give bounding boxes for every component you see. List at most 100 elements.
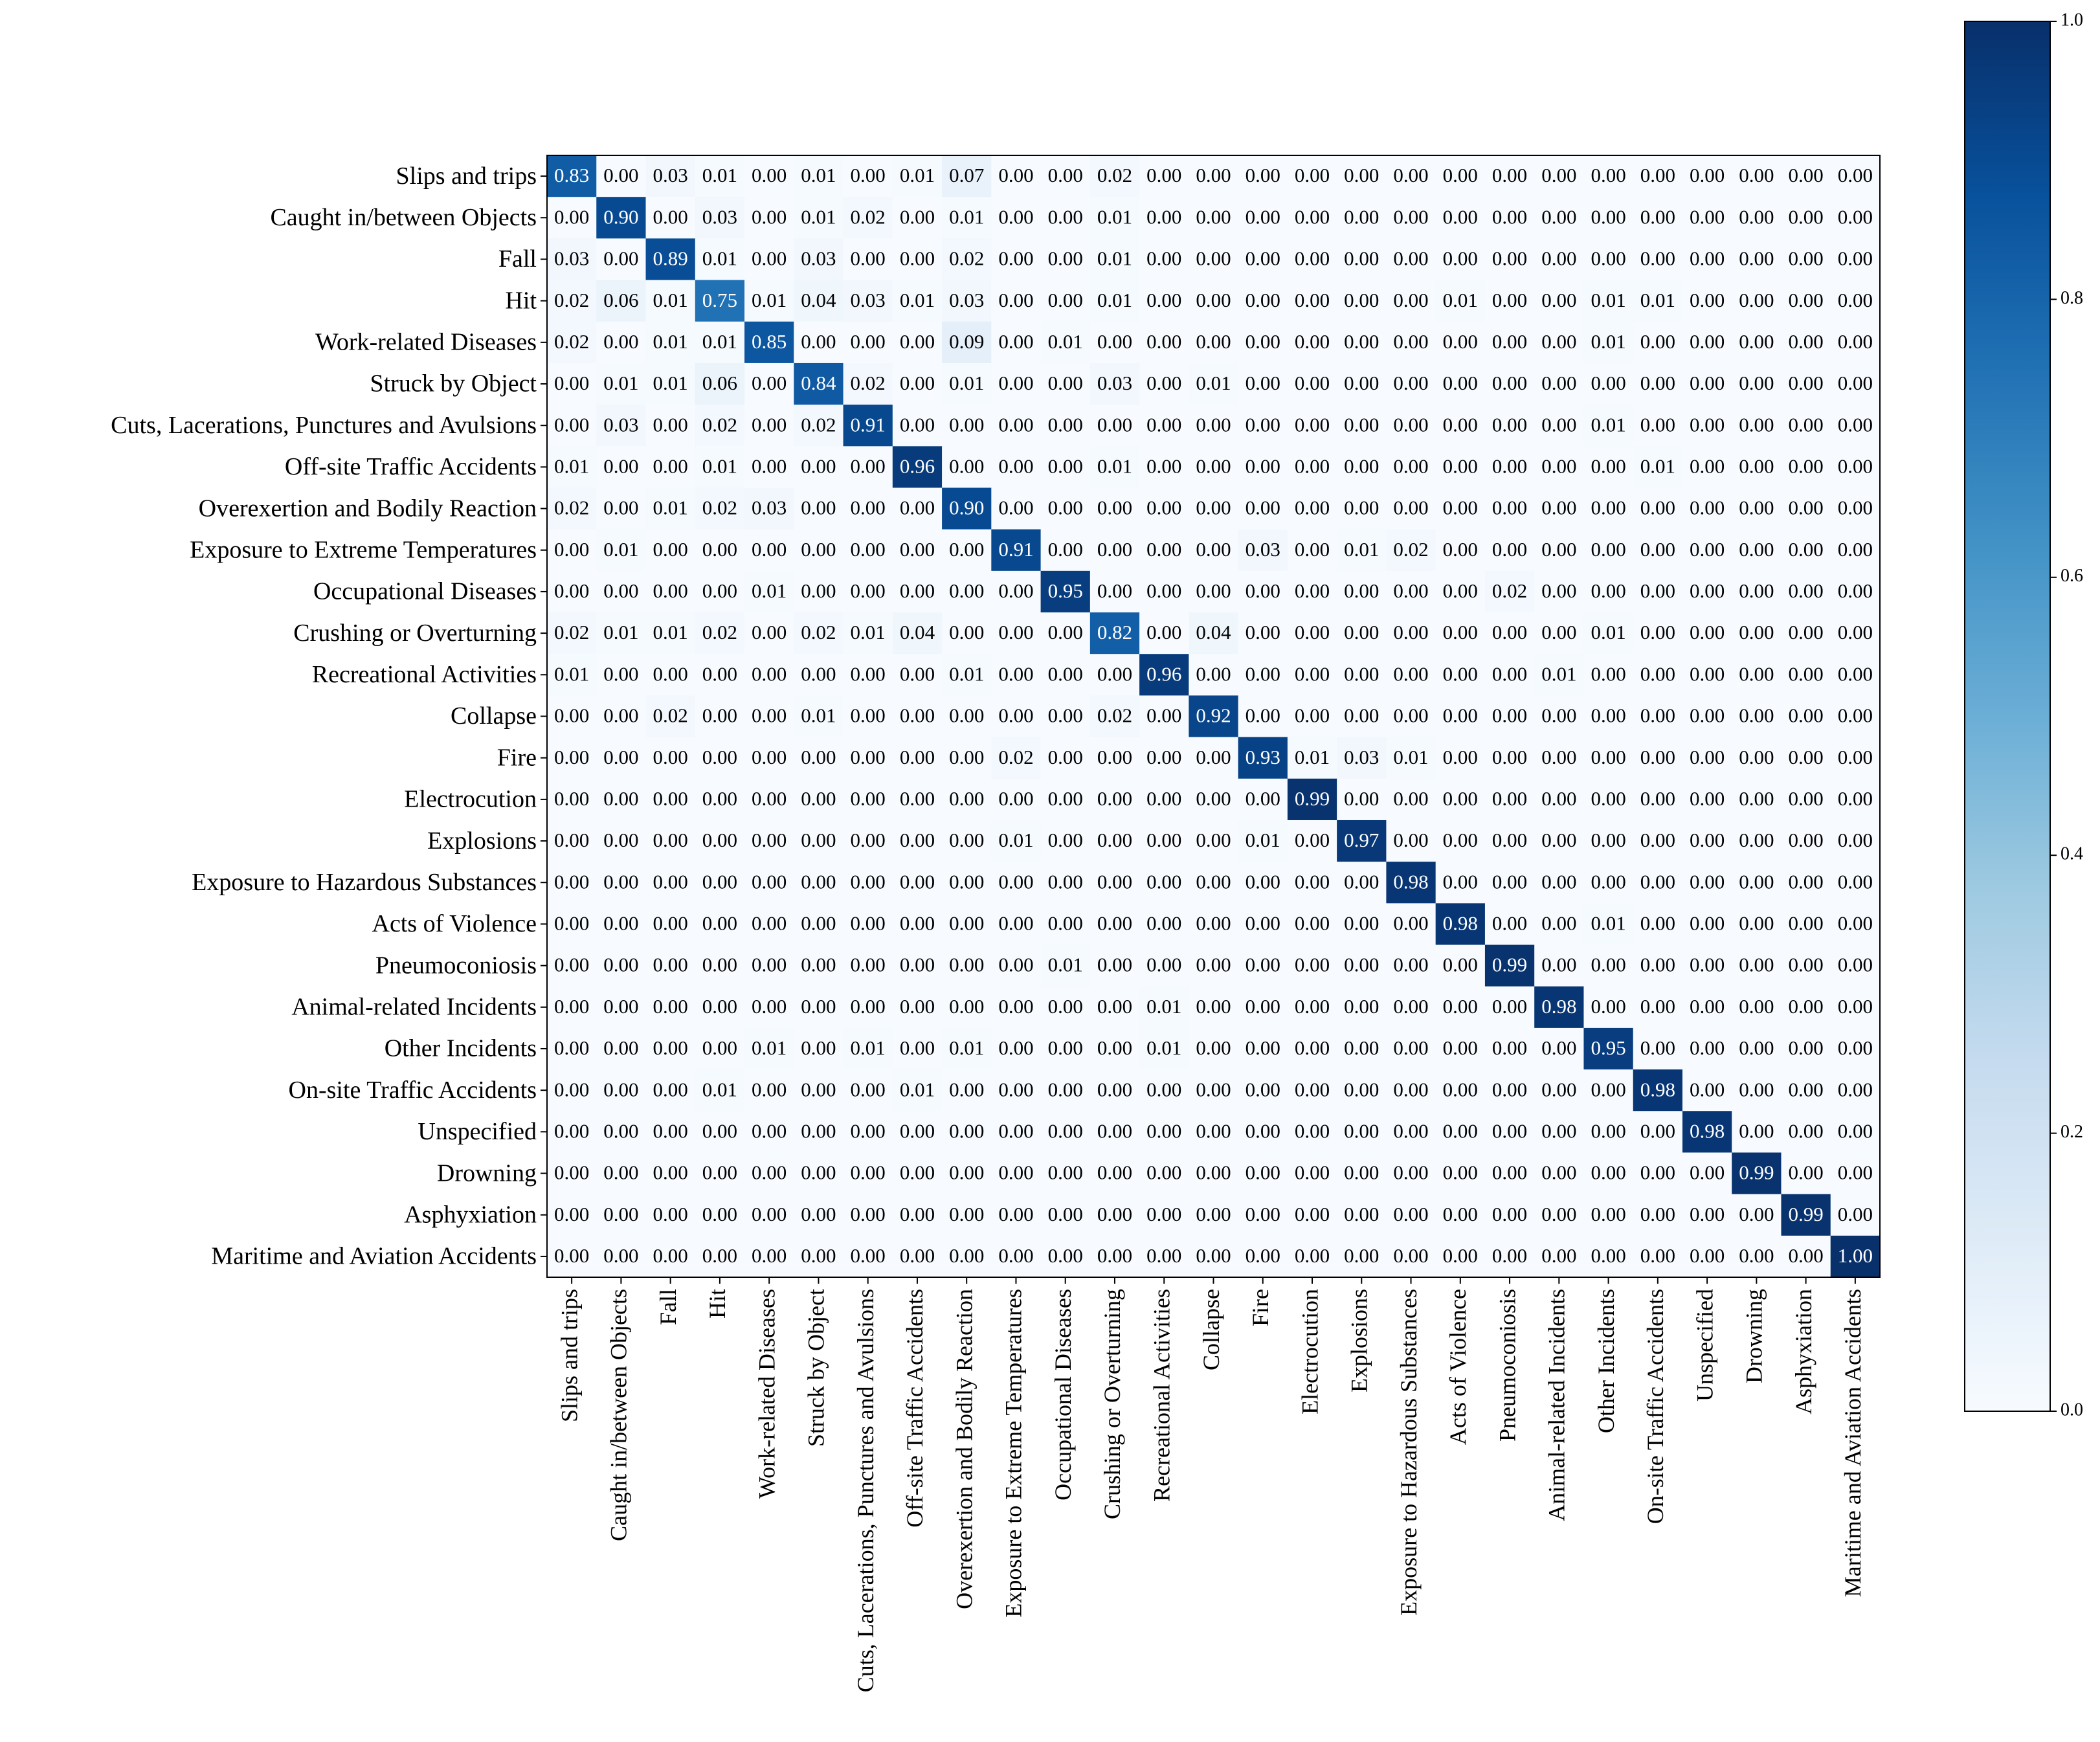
cell-value-label: 0.00 bbox=[1838, 413, 1873, 436]
heatmap-cell bbox=[1830, 862, 1881, 904]
cell-value-label: 0.00 bbox=[1443, 1078, 1478, 1100]
cell-value-label: 0.01 bbox=[653, 372, 688, 394]
heatmap-cell bbox=[1435, 1027, 1486, 1070]
cell-value-label: 0.00 bbox=[1838, 621, 1873, 643]
heatmap-cell bbox=[744, 695, 794, 738]
y-tick-label: Exposure to Extreme Temperatures bbox=[190, 536, 537, 563]
heatmap-cell bbox=[1139, 1152, 1189, 1195]
cell-value-label: 0.00 bbox=[1097, 995, 1132, 1018]
cell-value-label: 0.00 bbox=[851, 704, 886, 727]
heatmap-cell bbox=[991, 446, 1042, 488]
y-tick-label: Cuts, Lacerations, Punctures and Avulsio… bbox=[111, 412, 537, 439]
heatmap-cell bbox=[1682, 529, 1732, 572]
heatmap-cell bbox=[1781, 903, 1831, 946]
cell-value-label: 0.00 bbox=[1640, 1203, 1675, 1225]
heatmap-cell bbox=[794, 280, 844, 322]
heatmap-cell bbox=[1732, 155, 1782, 197]
cell-value-label: 0.00 bbox=[554, 746, 589, 768]
heatmap-cell bbox=[744, 1194, 794, 1236]
heatmap-cell bbox=[1435, 737, 1486, 779]
heatmap-cell bbox=[1386, 1194, 1436, 1236]
cell-value-label: 0.00 bbox=[1393, 372, 1428, 394]
heatmap-cell bbox=[645, 654, 696, 696]
heatmap-cell bbox=[843, 321, 893, 364]
heatmap-cell bbox=[1089, 695, 1140, 738]
heatmap-cell bbox=[1139, 986, 1189, 1029]
cell-value-label: 0.02 bbox=[1492, 579, 1527, 602]
cell-value-label: 0.00 bbox=[1295, 454, 1330, 477]
heatmap-cell bbox=[1435, 944, 1486, 987]
cell-value-label: 0.00 bbox=[1739, 1036, 1774, 1059]
heatmap-cell bbox=[1238, 1027, 1288, 1070]
heatmap-cell bbox=[1287, 1194, 1337, 1236]
cell-value-label: 0.00 bbox=[801, 1244, 836, 1267]
heatmap-cell bbox=[1386, 944, 1436, 987]
heatmap-cell bbox=[1781, 197, 1831, 239]
heatmap-cell bbox=[1633, 695, 1683, 738]
heatmap-cell bbox=[645, 903, 696, 946]
heatmap-cell bbox=[843, 1194, 893, 1236]
cell-value-label: 0.99 bbox=[1492, 954, 1527, 976]
heatmap-cell bbox=[843, 1111, 893, 1153]
cell-value-label: 0.00 bbox=[1640, 621, 1675, 643]
cell-value-label: 0.00 bbox=[1443, 995, 1478, 1018]
heatmap-cell bbox=[1534, 778, 1584, 821]
cell-value-label: 0.00 bbox=[801, 538, 836, 561]
heatmap-cell bbox=[1435, 654, 1486, 696]
heatmap-cell bbox=[1830, 1235, 1881, 1278]
heatmap-cell bbox=[1189, 1194, 1239, 1236]
heatmap-cell bbox=[1583, 197, 1634, 239]
cell-value-label: 0.00 bbox=[949, 1119, 984, 1142]
cell-value-label: 0.00 bbox=[900, 330, 935, 353]
cell-value-label: 0.00 bbox=[1739, 164, 1774, 186]
cell-value-label: 0.00 bbox=[1541, 912, 1576, 935]
cell-value-label: 0.00 bbox=[1541, 1161, 1576, 1184]
cell-value-label: 0.00 bbox=[1541, 247, 1576, 270]
heatmap-cell bbox=[1435, 820, 1486, 862]
cell-value-label: 0.00 bbox=[1690, 954, 1725, 976]
heatmap-cell bbox=[1583, 654, 1634, 696]
cell-value-label: 0.00 bbox=[1393, 247, 1428, 270]
cell-value-label: 0.00 bbox=[603, 1078, 638, 1100]
cell-value-label: 0.00 bbox=[1048, 205, 1083, 228]
cell-value-label: 0.00 bbox=[1492, 1203, 1527, 1225]
cell-value-label: 0.01 bbox=[554, 454, 589, 477]
x-tick-label: Occupational Diseases bbox=[1050, 1289, 1076, 1501]
heatmap-cell bbox=[695, 321, 745, 364]
cell-value-label: 0.00 bbox=[1443, 746, 1478, 768]
heatmap-cell bbox=[1139, 1111, 1189, 1153]
heatmap-cell bbox=[596, 363, 647, 405]
heatmap-cell bbox=[744, 1111, 794, 1153]
heatmap-cell bbox=[794, 321, 844, 364]
heatmap-cell bbox=[1484, 903, 1535, 946]
heatmap-cell bbox=[942, 737, 992, 779]
cell-value-label: 0.00 bbox=[1245, 413, 1280, 436]
heatmap-cell bbox=[1732, 737, 1782, 779]
cell-value-label: 0.00 bbox=[1097, 1161, 1132, 1184]
heatmap-cell bbox=[596, 612, 647, 654]
heatmap-cell bbox=[1040, 155, 1091, 197]
cell-value-label: 0.00 bbox=[1097, 579, 1132, 602]
cell-value-label: 0.00 bbox=[1146, 912, 1181, 935]
heatmap-cell bbox=[1781, 612, 1831, 654]
cell-value-label: 0.00 bbox=[1097, 829, 1132, 851]
cell-value-label: 0.00 bbox=[1196, 497, 1231, 519]
heatmap-cell bbox=[1238, 778, 1288, 821]
heatmap-cell bbox=[744, 155, 794, 197]
heatmap-cell bbox=[596, 405, 647, 447]
heatmap-cell bbox=[596, 446, 647, 488]
cell-value-label: 0.00 bbox=[603, 1203, 638, 1225]
heatmap-cell bbox=[645, 944, 696, 987]
heatmap-cell bbox=[596, 944, 647, 987]
cell-value-label: 0.00 bbox=[851, 954, 886, 976]
cell-value-label: 0.00 bbox=[1739, 1244, 1774, 1267]
heatmap-cell bbox=[1484, 321, 1535, 364]
cell-value-label: 0.00 bbox=[1739, 829, 1774, 851]
cell-value-label: 0.00 bbox=[1393, 289, 1428, 311]
heatmap-cell bbox=[1238, 654, 1288, 696]
cell-value-label: 0.00 bbox=[1393, 704, 1428, 727]
cell-value-label: 0.00 bbox=[1048, 247, 1083, 270]
cell-value-label: 0.00 bbox=[1541, 621, 1576, 643]
heatmap-cell bbox=[1633, 570, 1683, 613]
cell-value-label: 0.00 bbox=[1295, 662, 1330, 685]
